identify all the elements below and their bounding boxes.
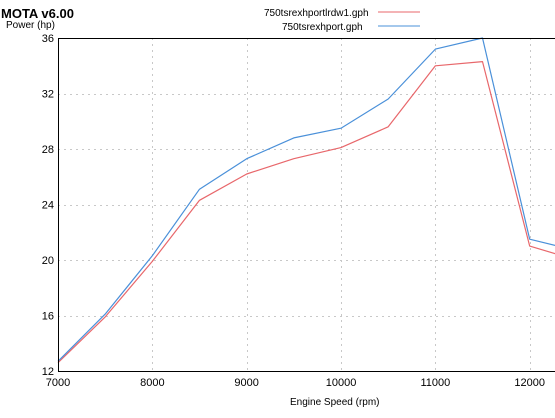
x-tick-label: 9000 <box>234 377 258 389</box>
series-line-1 <box>58 62 555 363</box>
y-tick-label: 28 <box>42 144 54 156</box>
x-tick-label: 7000 <box>46 377 70 389</box>
y-axis-label: Power (hp) <box>6 20 55 31</box>
x-axis-label: Engine Speed (rpm) <box>290 397 380 408</box>
y-tick-label: 20 <box>42 255 54 267</box>
app-title: MOTA v6.00 <box>1 6 74 21</box>
y-tick-label: 36 <box>42 33 54 45</box>
x-tick-labels: 7000 8000 9000 10000 11000 12000 <box>46 377 545 389</box>
x-tick-label: 11000 <box>420 377 450 389</box>
y-tick-label: 16 <box>42 311 54 323</box>
y-tick-label: 24 <box>42 200 54 212</box>
x-tick-label: 10000 <box>326 377 357 389</box>
x-tick-label: 8000 <box>140 377 164 389</box>
legend-label-series-1: 750tsrexhportlrdw1.gph <box>264 8 369 19</box>
series-lines <box>58 38 555 363</box>
x-tick-label: 12000 <box>514 377 545 389</box>
grid <box>58 38 555 371</box>
legend: 750tsrexhportlrdw1.gph 750tsrexhport.gph <box>264 8 420 33</box>
legend-label-series-2: 750tsrexhport.gph <box>282 22 363 33</box>
plot-frame <box>59 39 555 372</box>
series-line-2 <box>58 38 555 361</box>
y-tick-label: 32 <box>42 89 54 101</box>
